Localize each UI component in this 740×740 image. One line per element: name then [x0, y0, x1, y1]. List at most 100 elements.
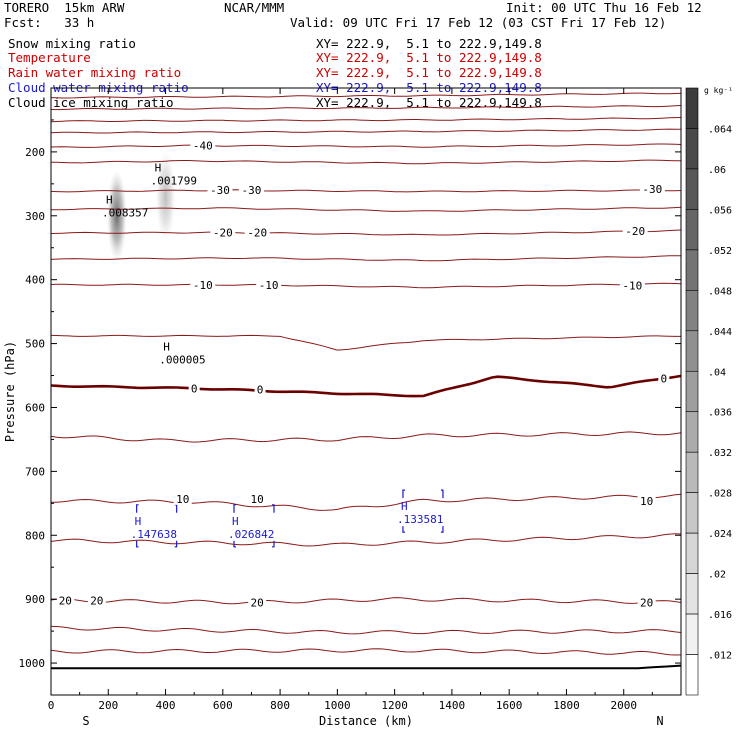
max-marker-1: H — [106, 193, 113, 206]
temp-contour-5 — [50, 431, 682, 443]
colorbar-bin-1 — [685, 128, 699, 170]
field-label-cloud-ice: Cloud ice mixing ratio — [8, 95, 174, 110]
colorbar-bin-13 — [685, 613, 699, 655]
colorbar-tick-label-13: .012 — [708, 651, 732, 662]
y-tick-label-6: 800 — [25, 529, 45, 542]
temp-contour--5 — [50, 334, 681, 351]
max-value-5: .133581 — [397, 513, 443, 526]
ground-line — [51, 664, 682, 670]
colorbar-tick-label-0: .064 — [708, 124, 732, 135]
contour-label-bg-12 — [658, 372, 670, 385]
valid-label: Valid: 09 UTC Fri 17 Feb 12 (03 CST Fri … — [290, 15, 667, 30]
temp-contour-15 — [50, 533, 682, 547]
contour-label-7: -10 — [193, 279, 213, 292]
max-value-2: .000005 — [159, 353, 205, 366]
max-value-0: .001799 — [151, 174, 197, 187]
x-tick-label-8: 1600 — [496, 699, 523, 712]
max-value-4: .026842 — [228, 528, 274, 541]
contour-label-18: 20 — [251, 596, 264, 609]
field-label-temperature: Temperature — [8, 50, 91, 65]
temp-contour-10 — [51, 493, 682, 511]
colorbar-bin-5 — [685, 290, 699, 332]
max-marker-4: H — [232, 515, 239, 528]
maxima-markers: H.001799H.008357H.000005H.147638H.026842… — [102, 161, 443, 540]
contour-label-bg-18 — [248, 596, 267, 609]
cloud-water-contour-1 — [233, 504, 275, 548]
contour-label-6: -20 — [625, 225, 645, 238]
contour-label-10: 0 — [191, 382, 198, 395]
snow-shading-layer — [106, 150, 176, 262]
temp-contour--50 — [50, 117, 682, 123]
model-label: TORERO 15km ARW — [4, 0, 125, 15]
south-label: S — [82, 714, 89, 728]
max-value-1: .008357 — [102, 206, 148, 219]
contour-label-5: -20 — [247, 226, 267, 239]
contour-label-15: 10 — [640, 495, 653, 508]
field-label-rain: Rain water mixing ratio — [8, 65, 182, 80]
contour-label-12: 0 — [661, 373, 668, 386]
contour-label-bg-13 — [173, 492, 192, 505]
plot-frame — [50, 87, 682, 696]
fcst-label: Fcst: 33 h — [4, 15, 95, 30]
north-label: N — [656, 714, 663, 728]
y-tick-label-7: 900 — [25, 593, 45, 606]
contour-label-16: 20 — [59, 594, 72, 607]
y-tick-label-0: 200 — [25, 146, 45, 159]
x-tick-label-7: 1400 — [439, 699, 466, 712]
colorbar-bin-14 — [685, 654, 699, 696]
x-axis-label: Distance (km) — [319, 714, 413, 728]
colorbar-tick-label-8: .032 — [708, 448, 732, 459]
colorbar-bin-7 — [685, 370, 699, 413]
contour-label-bg-19 — [637, 596, 656, 609]
contour-label-bg-0 — [190, 139, 216, 152]
contour-label-bg-17 — [87, 594, 106, 607]
x-tick-label-6: 1200 — [381, 699, 408, 712]
x-tick-label-0: 0 — [48, 699, 55, 712]
contour-label-bg-1 — [207, 184, 233, 197]
colorbar: .064 .06 .056 .052 .048 .044 .04 .036 .032 .028 .0… — [685, 86, 733, 696]
contour-label-bg-14 — [248, 492, 267, 505]
snow-shade-1 — [155, 150, 176, 243]
contour-label-bg-10 — [188, 382, 200, 395]
x-tick-label-5: 1000 — [324, 699, 351, 712]
contour-label-0: -40 — [193, 140, 213, 153]
field-xy-snow: XY= 222.9, 5.1 to 222.9,149.8 — [316, 36, 542, 51]
temperature-contours — [50, 92, 682, 656]
contour-label-bg-8 — [256, 278, 282, 291]
temp-contour--55 — [50, 105, 682, 111]
colorbar-tick-label-3: .052 — [708, 246, 732, 257]
colorbar-tick-label-9: .028 — [708, 489, 732, 500]
contour-label-bg-15 — [637, 494, 656, 507]
contour-labels: -40 -30 -30 -30 -20 -20 -20 -10 -10 -10 0 0 0 10 10 10 2… — [56, 139, 670, 609]
y-axis-label: Pressure (hPa) — [3, 341, 17, 442]
colorbar-tick-label-6: .04 — [708, 367, 726, 378]
contour-label-bg-4 — [210, 226, 236, 239]
colorbar-tick-label-7: .036 — [708, 408, 732, 419]
colorbar-bin-0 — [685, 87, 699, 129]
colorbar-tick-label-11: .02 — [708, 570, 726, 581]
temp-contour--35 — [51, 159, 681, 165]
temp-contour--15 — [50, 255, 681, 262]
contour-label-8: -10 — [259, 279, 279, 292]
cloud-water-contour-2 — [402, 489, 444, 533]
contour-label-17: 20 — [90, 594, 103, 607]
contour-label-bg-6 — [622, 225, 648, 238]
y-tick-label-5: 700 — [25, 465, 45, 478]
colorbar-tick-label-2: .056 — [708, 205, 732, 216]
temp-contour-25 — [50, 625, 682, 635]
field-label-snow: Snow mixing ratio — [8, 36, 136, 51]
init-label: Init: 00 UTC Thu 16 Feb 12 — [506, 0, 702, 15]
contour-label-11: 0 — [257, 384, 264, 397]
colorbar-bin-12 — [685, 573, 699, 615]
max-value-3: .147638 — [131, 528, 177, 541]
colorbar-bin-9 — [685, 451, 699, 493]
contour-label-14: 10 — [251, 493, 264, 506]
contour-label-bg-11 — [254, 383, 266, 396]
contour-label-2: -30 — [242, 184, 262, 197]
x-tick-label-9: 1800 — [553, 699, 580, 712]
field-xy-cloud-ice: XY= 222.9, 5.1 to 222.9,149.8 — [316, 95, 542, 110]
contour-label-1: -30 — [210, 184, 230, 197]
temp-contour--60 — [50, 92, 682, 99]
org-label: NCAR/MMM — [224, 0, 285, 15]
